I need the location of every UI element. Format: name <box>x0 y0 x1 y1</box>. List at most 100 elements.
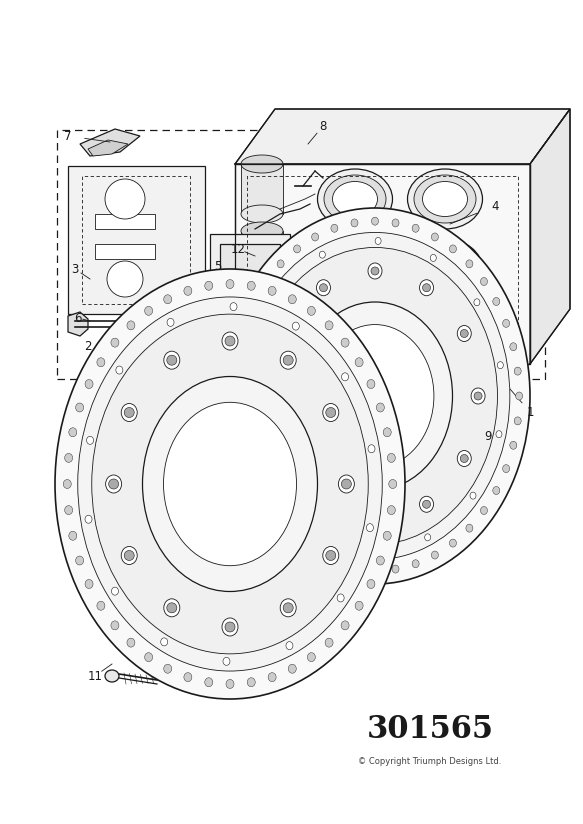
Bar <box>95 214 155 229</box>
Ellipse shape <box>383 428 391 437</box>
Ellipse shape <box>277 524 284 532</box>
Circle shape <box>423 500 430 508</box>
Circle shape <box>225 336 235 346</box>
Ellipse shape <box>493 486 500 494</box>
Ellipse shape <box>389 480 397 489</box>
Circle shape <box>460 455 468 462</box>
Ellipse shape <box>241 342 283 360</box>
Ellipse shape <box>332 329 378 363</box>
Ellipse shape <box>480 278 487 285</box>
Ellipse shape <box>294 245 301 253</box>
Ellipse shape <box>317 279 331 296</box>
Circle shape <box>342 479 352 489</box>
Circle shape <box>225 622 235 632</box>
Ellipse shape <box>338 475 354 493</box>
Text: 6: 6 <box>74 311 82 325</box>
Ellipse shape <box>142 377 318 592</box>
Text: 301565: 301565 <box>367 714 493 745</box>
Ellipse shape <box>205 677 213 686</box>
Ellipse shape <box>161 638 168 646</box>
Circle shape <box>319 283 328 292</box>
Ellipse shape <box>423 329 468 363</box>
Ellipse shape <box>288 295 296 304</box>
Ellipse shape <box>392 565 399 573</box>
Ellipse shape <box>279 451 293 466</box>
Text: 12: 12 <box>230 242 245 255</box>
Ellipse shape <box>86 437 93 444</box>
Circle shape <box>371 517 379 525</box>
Ellipse shape <box>392 219 399 227</box>
Ellipse shape <box>184 672 192 681</box>
Ellipse shape <box>145 653 153 662</box>
Ellipse shape <box>205 281 213 290</box>
Ellipse shape <box>412 559 419 568</box>
Ellipse shape <box>312 551 319 559</box>
Ellipse shape <box>420 279 434 296</box>
Ellipse shape <box>111 338 119 347</box>
Bar <box>210 234 290 334</box>
Ellipse shape <box>92 314 368 654</box>
Circle shape <box>239 318 251 330</box>
Ellipse shape <box>355 602 363 611</box>
Ellipse shape <box>449 245 456 253</box>
Ellipse shape <box>121 340 135 352</box>
Bar <box>220 244 280 354</box>
Text: 10: 10 <box>261 622 275 635</box>
Ellipse shape <box>127 321 135 330</box>
Ellipse shape <box>268 672 276 681</box>
Ellipse shape <box>351 565 358 573</box>
Circle shape <box>124 408 134 418</box>
Text: © Copyright Triumph Designs Ltd.: © Copyright Triumph Designs Ltd. <box>359 757 502 766</box>
Circle shape <box>326 408 336 418</box>
Ellipse shape <box>226 680 234 688</box>
Ellipse shape <box>241 205 283 223</box>
Ellipse shape <box>351 219 358 227</box>
Circle shape <box>474 392 482 400</box>
Ellipse shape <box>314 531 319 537</box>
Circle shape <box>460 330 468 338</box>
Ellipse shape <box>247 677 255 686</box>
Ellipse shape <box>369 548 375 555</box>
Ellipse shape <box>78 297 382 671</box>
Ellipse shape <box>368 263 382 279</box>
Ellipse shape <box>97 602 105 611</box>
Ellipse shape <box>121 404 137 422</box>
Ellipse shape <box>424 534 431 541</box>
Ellipse shape <box>503 465 510 473</box>
Ellipse shape <box>514 417 521 425</box>
Ellipse shape <box>331 559 338 568</box>
Ellipse shape <box>325 321 333 330</box>
Circle shape <box>167 603 177 613</box>
Ellipse shape <box>222 332 238 350</box>
Ellipse shape <box>316 325 434 467</box>
Ellipse shape <box>116 366 123 374</box>
Ellipse shape <box>265 388 279 404</box>
Ellipse shape <box>342 372 349 381</box>
Ellipse shape <box>331 224 338 232</box>
Ellipse shape <box>63 480 71 489</box>
Polygon shape <box>68 166 205 314</box>
Ellipse shape <box>262 278 269 285</box>
Ellipse shape <box>230 302 237 311</box>
Bar <box>241 301 283 351</box>
Text: 11: 11 <box>87 669 103 682</box>
Ellipse shape <box>164 295 172 304</box>
Ellipse shape <box>377 556 384 565</box>
Ellipse shape <box>270 486 276 494</box>
Bar <box>241 164 283 214</box>
Ellipse shape <box>324 322 386 370</box>
Ellipse shape <box>408 239 483 299</box>
Ellipse shape <box>424 314 466 330</box>
Ellipse shape <box>145 307 153 316</box>
Ellipse shape <box>233 343 240 351</box>
Ellipse shape <box>252 247 497 545</box>
Ellipse shape <box>312 233 319 241</box>
Ellipse shape <box>55 269 405 699</box>
Ellipse shape <box>65 506 73 515</box>
Ellipse shape <box>497 362 503 368</box>
Ellipse shape <box>106 475 122 493</box>
Text: 4: 4 <box>491 199 498 213</box>
Ellipse shape <box>274 293 280 300</box>
Ellipse shape <box>97 358 105 367</box>
Ellipse shape <box>288 664 296 673</box>
